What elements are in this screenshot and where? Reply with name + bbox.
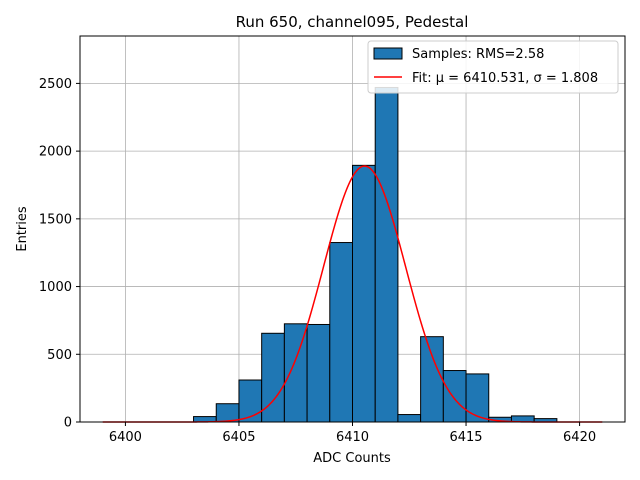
y-tick-label: 1000	[39, 280, 72, 295]
histogram-bar	[238, 379, 263, 423]
x-tick-label: 6400	[109, 430, 142, 445]
legend-samples-label: Samples: RMS=2.58	[412, 47, 544, 62]
histogram-bar	[374, 86, 399, 423]
chart-title: Run 650, channel095, Pedestal	[236, 13, 469, 31]
x-axis-ticks: 6400 6405 6410 6415 6420	[109, 422, 596, 445]
legend-box	[367, 40, 619, 94]
x-axis-label: ADC Counts	[313, 451, 391, 466]
x-tick-label: 6415	[449, 430, 482, 445]
histogram-bar	[215, 403, 240, 423]
x-tick-label: 6405	[222, 430, 255, 445]
legend-fit-label: Fit: μ = 6410.531, σ = 1.808	[412, 71, 598, 86]
histogram-bar	[397, 414, 422, 423]
x-tick-label: 6420	[563, 430, 596, 445]
histogram-bar	[465, 373, 490, 423]
y-tick-label: 2500	[39, 77, 72, 92]
y-axis-label: Entries	[15, 206, 30, 252]
y-axis-ticks: 0 500 1000 1500 2000 2500	[39, 77, 80, 431]
x-tick-label: 6410	[336, 430, 369, 445]
histogram-bars	[193, 86, 558, 423]
y-tick-label: 1500	[39, 212, 72, 227]
histogram-bar	[352, 164, 376, 423]
histogram-bar	[420, 336, 444, 423]
y-tick-label: 500	[47, 348, 72, 363]
legend: Samples: RMS=2.58 Fit: μ = 6410.531, σ =…	[367, 40, 619, 94]
y-tick-label: 2000	[39, 145, 72, 160]
legend-samples-swatch	[373, 47, 403, 60]
histogram-bar	[442, 370, 467, 423]
histogram-bar	[306, 323, 331, 423]
histogram-bar	[329, 242, 353, 423]
y-tick-label: 0	[64, 416, 72, 431]
